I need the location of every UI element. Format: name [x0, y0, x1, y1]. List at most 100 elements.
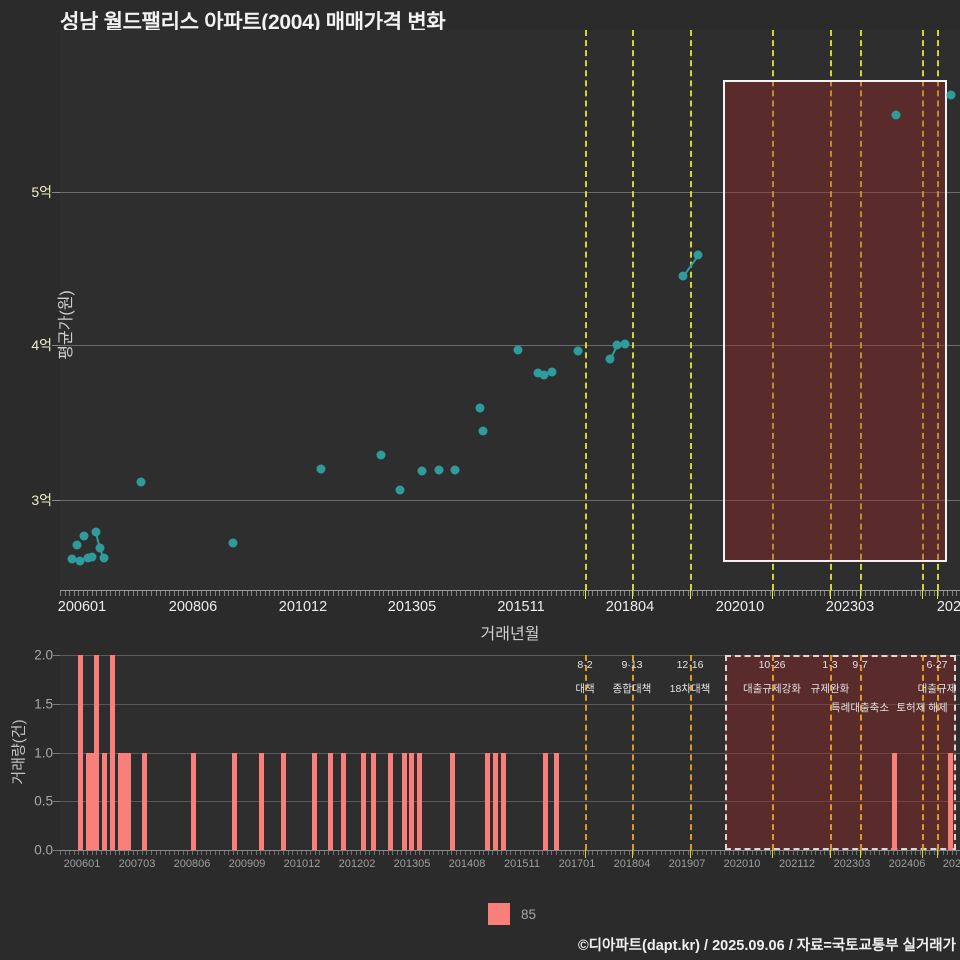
- price-x-minor-tick: [788, 590, 789, 596]
- volume-bar: [554, 752, 559, 850]
- price-x-minor-tick: [819, 590, 821, 596]
- price-policy-line: [860, 30, 862, 590]
- volume-x-policy-tick: [772, 850, 773, 858]
- price-x-minor-tick: [91, 590, 93, 596]
- volume-x-minor-tick: [201, 850, 203, 855]
- price-x-minor-tick: [697, 590, 698, 596]
- volume-annotation-date: 12·16: [676, 659, 704, 671]
- volume-x-minor-tick: [665, 850, 667, 855]
- price-data-point: [376, 450, 386, 460]
- volume-x-minor-tick: [951, 850, 953, 855]
- volume-x-minor-tick: [110, 850, 112, 855]
- volume-bar: [90, 752, 95, 850]
- volume-x-minor-tick: [933, 850, 935, 855]
- volume-y-tick-label: 0.5: [34, 793, 53, 809]
- volume-annotation-label: 18차대책: [669, 683, 711, 695]
- price-x-minor-tick: [810, 590, 812, 596]
- price-x-minor-tick: [264, 590, 266, 596]
- volume-y-tick-label: 1.5: [34, 696, 53, 712]
- volume-x-minor-tick: [100, 850, 102, 855]
- price-x-tick-label: 201511: [497, 599, 545, 615]
- volume-x-minor-tick: [596, 850, 598, 855]
- volume-x-minor-tick: [888, 850, 890, 855]
- volume-x-minor-tick: [369, 850, 371, 855]
- price-x-minor-tick: [792, 590, 794, 596]
- price-x-minor-tick: [592, 590, 594, 596]
- volume-x-minor-tick: [751, 850, 753, 855]
- volume-x-minor-tick: [433, 850, 435, 855]
- volume-x-tick-label: 201305: [393, 858, 431, 870]
- volume-y-tick: [53, 850, 60, 851]
- price-x-minor-tick: [305, 590, 307, 596]
- volume-bar: [118, 752, 123, 850]
- volume-x-minor-tick: [73, 850, 75, 855]
- volume-x-tick-label: 202112: [779, 858, 815, 870]
- volume-annotation-label: 대책: [575, 683, 595, 695]
- volume-x-minor-tick: [387, 850, 389, 855]
- price-x-minor-tick: [146, 590, 148, 596]
- price-x-minor-tick: [141, 590, 143, 596]
- price-x-minor-tick: [583, 590, 585, 596]
- price-x-minor-tick: [110, 590, 112, 596]
- price-x-minor-tick: [533, 590, 535, 596]
- price-data-point: [891, 110, 901, 120]
- volume-x-minor-tick: [169, 850, 171, 855]
- volume-x-minor-tick: [383, 850, 385, 855]
- price-x-minor-tick: [501, 590, 503, 596]
- price-x-minor-tick: [505, 590, 507, 596]
- volume-x-minor-tick: [424, 850, 425, 855]
- volume-x-minor-tick: [783, 850, 785, 855]
- price-x-minor-tick: [278, 590, 280, 596]
- price-x-minor-tick: [879, 590, 880, 596]
- volume-x-minor-tick: [182, 850, 184, 855]
- volume-x-policy-tick: [690, 850, 691, 858]
- price-x-minor-tick: [219, 590, 221, 596]
- volume-x-minor-tick: [342, 850, 344, 855]
- price-data-point: [136, 477, 146, 487]
- price-x-minor-tick: [910, 590, 912, 596]
- volume-x-minor-tick: [323, 850, 325, 855]
- price-x-minor-tick: [173, 590, 175, 596]
- volume-x-minor-tick: [251, 850, 253, 855]
- price-y-tick: [52, 345, 60, 346]
- volume-x-minor-tick: [856, 850, 858, 855]
- volume-x-minor-tick: [651, 850, 653, 855]
- price-x-minor-tick: [651, 590, 653, 596]
- volume-x-minor-tick: [437, 850, 439, 855]
- volume-x-minor-tick: [82, 850, 84, 855]
- volume-x-minor-tick: [756, 850, 758, 855]
- volume-x-policy-tick: [830, 850, 831, 858]
- volume-bar: [86, 752, 91, 850]
- volume-x-minor-tick: [901, 850, 903, 855]
- volume-x-minor-tick: [328, 850, 330, 855]
- volume-x-minor-tick: [378, 850, 380, 855]
- price-highlight-rect: [723, 80, 947, 562]
- volume-x-tick-label: 200703: [118, 858, 156, 870]
- volume-x-tick-label: 201012: [283, 858, 321, 870]
- volume-y-tick-label: 0.0: [34, 842, 53, 858]
- volume-y-tick-label: 1.0: [34, 745, 53, 760]
- price-x-minor-tick: [692, 590, 694, 596]
- price-x-tick-label: 202010: [715, 599, 765, 615]
- volume-x-minor-tick: [478, 850, 480, 855]
- price-x-minor-tick: [519, 590, 521, 596]
- volume-x-minor-tick: [301, 850, 303, 855]
- volume-bar: [191, 752, 196, 850]
- volume-x-minor-tick: [546, 850, 548, 855]
- volume-x-minor-tick: [510, 850, 512, 855]
- volume-annotation-date: 8·2: [577, 659, 593, 671]
- volume-x-minor-tick: [264, 850, 266, 855]
- price-x-minor-tick: [724, 590, 726, 596]
- volume-bar: [328, 752, 333, 850]
- volume-annotation-label: 대출규제: [917, 683, 957, 695]
- volume-x-minor-tick: [137, 850, 139, 855]
- volume-x-minor-tick: [833, 850, 835, 855]
- price-x-minor-tick: [674, 590, 676, 596]
- price-x-minor-tick: [114, 590, 116, 596]
- price-x-minor-tick: [942, 590, 944, 596]
- price-x-policy-tick: [830, 590, 831, 599]
- price-x-minor-tick: [555, 590, 557, 596]
- volume-x-minor-tick: [883, 850, 885, 855]
- price-x-minor-tick: [292, 590, 294, 596]
